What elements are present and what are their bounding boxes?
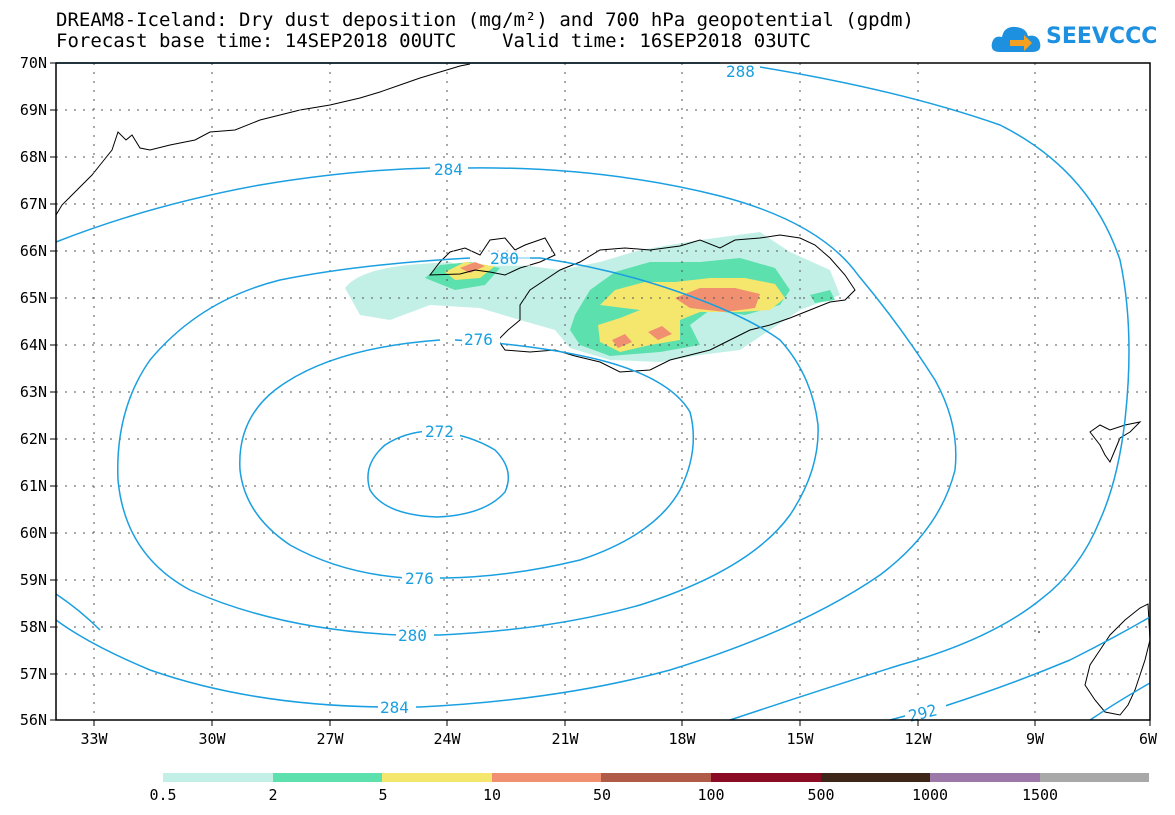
lon-label: 30W <box>198 730 226 748</box>
contour-label-284-top: 284 <box>434 160 463 179</box>
coastlines <box>55 63 1151 716</box>
longitude-labels: 33W 30W 27W 24W 21W 18W 15W 12W 9W 6W <box>80 730 1158 748</box>
lon-label: 33W <box>80 730 108 748</box>
lat-label: 58N <box>20 618 47 636</box>
graticule <box>56 63 1150 720</box>
legend-label: 100 <box>697 786 725 804</box>
legend-swatch <box>272 773 383 782</box>
lon-label: 21W <box>551 730 579 748</box>
contour-label-280-bottom: 280 <box>398 626 427 645</box>
lon-label: 9W <box>1026 730 1045 748</box>
legend-swatch <box>820 773 931 782</box>
greenland-coast <box>55 63 471 216</box>
dust-area-orange <box>460 262 760 348</box>
lon-label: 6W <box>1139 730 1158 748</box>
legend-label: 5 <box>378 786 388 804</box>
legend-label: 0.5 <box>149 786 177 804</box>
latitude-labels: 70N 69N 68N 67N 66N 65N 64N 63N 62N 61N … <box>20 54 47 729</box>
lon-label: 27W <box>316 730 344 748</box>
legend-swatch <box>1039 773 1150 782</box>
contour-label-272: 272 <box>425 422 454 441</box>
lat-label: 57N <box>20 665 47 683</box>
map-frame <box>55 62 1151 721</box>
legend-label: 1000 <box>911 786 949 804</box>
geopotential-contours <box>55 62 1151 721</box>
contour-label-276-top: 276 <box>464 330 493 349</box>
lat-label: 68N <box>20 148 47 166</box>
lat-label: 65N <box>20 289 47 307</box>
lon-label: 24W <box>433 730 461 748</box>
scotland-coast <box>1084 603 1151 716</box>
color-legend-bar <box>163 773 1150 782</box>
legend-swatch <box>601 773 711 782</box>
lon-label: 12W <box>904 730 932 748</box>
lon-label: 15W <box>786 730 814 748</box>
lat-label: 70N <box>20 54 47 72</box>
lat-label: 61N <box>20 477 47 495</box>
seevccc-logo: SEEVCCC <box>990 22 1157 56</box>
legend-swatch <box>930 773 1040 782</box>
contour-276 <box>239 339 695 579</box>
tick-marks <box>50 62 1151 726</box>
legend-label: 2 <box>268 786 278 804</box>
contour-288 <box>56 62 1130 721</box>
legend-swatch <box>382 773 492 782</box>
lat-label: 56N <box>20 711 47 729</box>
contour-284-se <box>55 593 101 631</box>
contour-284 <box>55 167 957 708</box>
lat-label: 69N <box>20 101 47 119</box>
lat-label: 59N <box>20 571 47 589</box>
dust-deposition-shading <box>345 232 840 362</box>
legend-label: 500 <box>807 786 835 804</box>
contour-labels: 288 284 280 276 272 276 280 284 292 <box>378 62 946 726</box>
legend-label: 10 <box>482 786 502 804</box>
legend-swatch <box>163 773 273 782</box>
dust-area-yellow <box>445 262 785 352</box>
contour-272 <box>367 430 510 518</box>
logo-text: SEEVCCC <box>1046 24 1158 49</box>
map-title: DREAM8-Iceland: Dry dust deposition (mg/… <box>56 9 914 31</box>
cloud-icon <box>991 26 1041 52</box>
legend-swatch <box>710 773 821 782</box>
lon-label: 18W <box>668 730 696 748</box>
lat-label: 63N <box>20 383 47 401</box>
lat-label: 66N <box>20 242 47 260</box>
faroe-coast <box>1089 421 1142 464</box>
legend-swatch <box>491 773 602 782</box>
lat-label: 60N <box>20 524 47 542</box>
lat-label: 67N <box>20 195 47 213</box>
legend-label: 50 <box>592 786 612 804</box>
lat-label: 62N <box>20 430 47 448</box>
contour-280 <box>117 257 819 636</box>
lat-label: 64N <box>20 336 47 354</box>
contour-label-280-top: 280 <box>490 249 519 268</box>
contour-label-284-bottom: 284 <box>380 698 409 717</box>
contour-label-288: 288 <box>726 62 755 81</box>
contour-296 <box>1089 682 1151 721</box>
map-subtitle-times: Forecast base time: 14SEP2018 00UTC Vali… <box>56 30 811 52</box>
legend-label: 1500 <box>1021 786 1059 804</box>
contour-label-276-bottom: 276 <box>405 569 434 588</box>
